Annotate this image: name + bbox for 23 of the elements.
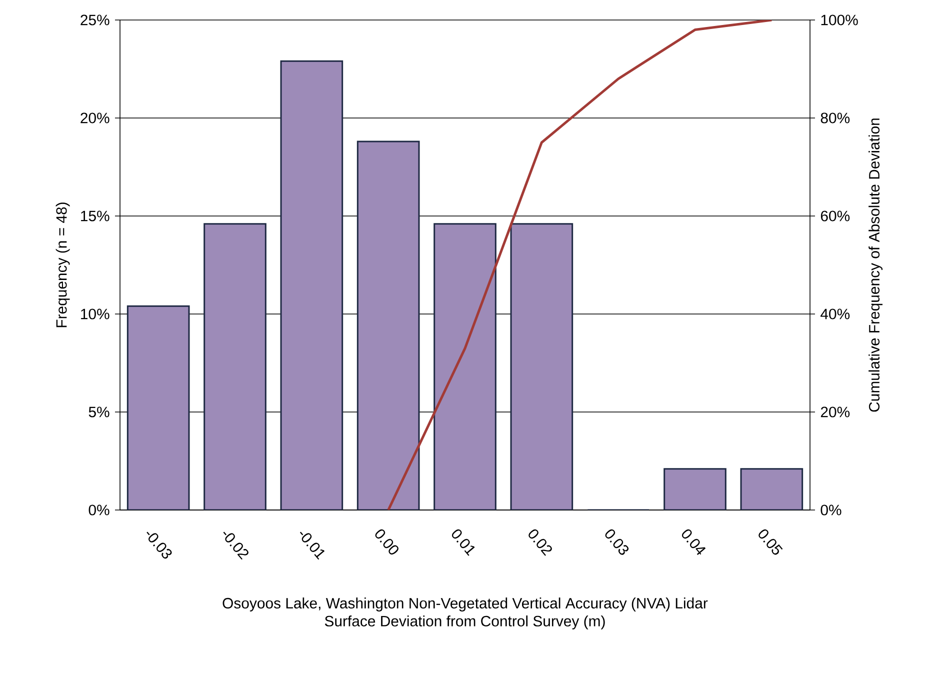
y-tick-label: 15% xyxy=(81,210,110,222)
bar xyxy=(358,142,419,510)
line-series xyxy=(387,20,773,510)
y-tick-label: 20% xyxy=(80,112,110,124)
y2-axis-title: Cumulative Frequency of Absolute Deviation xyxy=(868,118,882,412)
y2-tick-label: 20% xyxy=(820,406,850,418)
bar xyxy=(204,224,266,510)
bar xyxy=(128,306,189,510)
y2-tick-label: 60% xyxy=(820,210,850,222)
y2-tick-label: 80% xyxy=(820,112,850,124)
bar xyxy=(434,224,496,510)
bar xyxy=(511,224,572,510)
y-tick-label: 0% xyxy=(88,504,110,516)
y2-tick-label: 40% xyxy=(820,308,850,320)
x-axis-title: Osoyoos Lake, Washington Non-Vegetated Vertical Accuracy (NVA) Lidar Surface Deviation from Control Survey (m) xyxy=(222,598,708,630)
bar xyxy=(664,468,726,510)
y-tick-label: 10% xyxy=(81,308,110,320)
bar xyxy=(281,61,342,510)
y2-tick-label: 0% xyxy=(820,504,842,516)
y-axis-title: Frequency (n = 48) xyxy=(56,202,70,328)
y-tick-label: 5% xyxy=(88,406,110,418)
y2-tick-label: 100% xyxy=(821,14,858,26)
y-tick-label: 25% xyxy=(80,14,110,26)
